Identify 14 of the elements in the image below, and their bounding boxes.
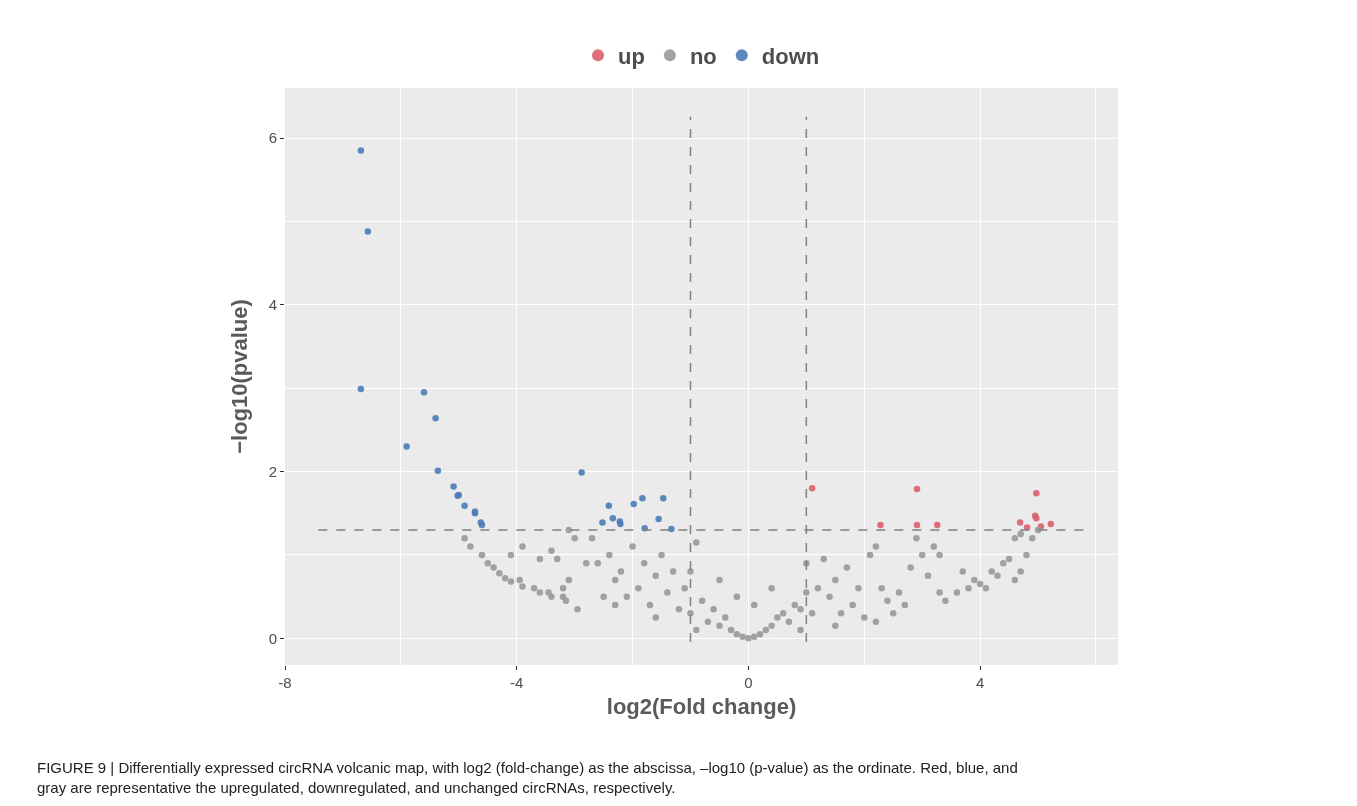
x-tick-label: 4 <box>975 674 985 691</box>
x-axis-title: log2(Fold change) <box>606 693 797 719</box>
legend-label: up <box>618 43 645 69</box>
y-axis-title: −log10(pvalue) <box>227 299 253 454</box>
x-tick-label: -4 <box>510 674 524 691</box>
legend-label: down <box>761 43 820 69</box>
y-tick-label: 2 <box>268 462 277 480</box>
x-tick-label: -8 <box>278 674 292 691</box>
caption: FIGURE 9 | Differentially expressed circRNA volcanic map, with log2 (fold-change) as the abscissa, –log10 (p-value) as the ordinate. Red, blue, and gray are representative the upregulated, downregulated, and unchanged circRNAs, respectively. <box>37 759 1018 796</box>
y-tick-label: 0 <box>268 629 277 647</box>
x-tick-label: 0 <box>744 674 753 691</box>
y-tick-label: 4 <box>268 296 277 314</box>
legend-label: no <box>689 43 717 69</box>
y-tick-label: 6 <box>268 129 277 147</box>
